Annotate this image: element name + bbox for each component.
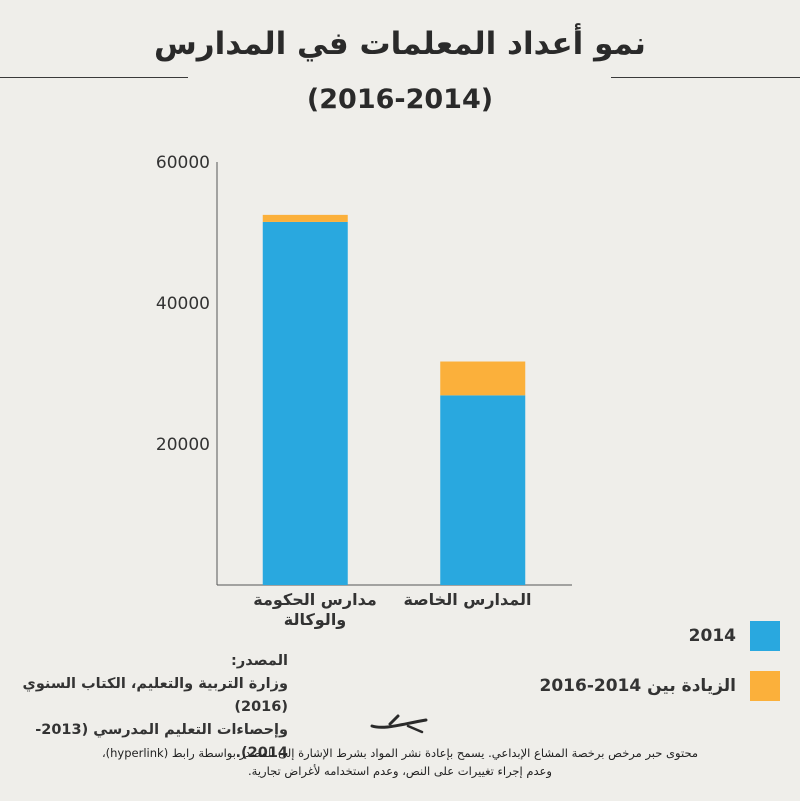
source-label: المصدر: [231, 653, 288, 669]
hibr-pen-logo-icon [370, 714, 428, 734]
bar-0-series-0 [262, 221, 348, 586]
legend-item-increase: الزيادة بين 2014-2016 [539, 671, 780, 701]
chart-title: نمو أعداد المعلمات في المدارس [154, 26, 646, 62]
category-label-government: مدارس الحكومة والوكالة [250, 590, 380, 630]
license-line2: وعدم إجراء تغييرات على النص، وعدم استخدا… [248, 764, 552, 778]
category-label-private-line1: المدارس الخاصة [403, 590, 532, 609]
category-label-government-line2: والوكالة [283, 610, 347, 629]
source-line2: وإحصاءات التعليم المدرسي (2013-2014). [35, 722, 288, 761]
y-tick-label-0: 20000 [156, 435, 210, 455]
category-label-private: المدارس الخاصة [400, 590, 535, 610]
legend-label-increase: الزيادة بين 2014-2016 [539, 676, 737, 696]
legend-swatch-2014 [750, 621, 780, 651]
title-rule-left [0, 77, 188, 78]
license-line1: محتوى حبر مرخص برخصة المشاع الإبداعي. يس… [101, 746, 699, 760]
legend-label-2014: 2014 [688, 626, 736, 646]
source-note: المصدر: وزارة التربية والتعليم، الكتاب ا… [18, 650, 288, 765]
bar-0-series-1 [262, 214, 348, 222]
title-rule-right [611, 77, 800, 78]
category-label-government-line1: مدارس الحكومة [253, 590, 377, 609]
bar-1-series-1 [440, 361, 526, 396]
y-tick-label-1: 40000 [156, 294, 210, 314]
source-line1: وزارة التربية والتعليم، الكتاب السنوي (2… [22, 676, 288, 715]
y-tick-label-2: 60000 [156, 153, 210, 173]
legend-item-2014: 2014 [689, 621, 780, 651]
bar-1-series-0 [440, 395, 526, 585]
legend-swatch-increase [750, 671, 780, 701]
chart-subtitle: (2016-2014) [306, 84, 494, 115]
